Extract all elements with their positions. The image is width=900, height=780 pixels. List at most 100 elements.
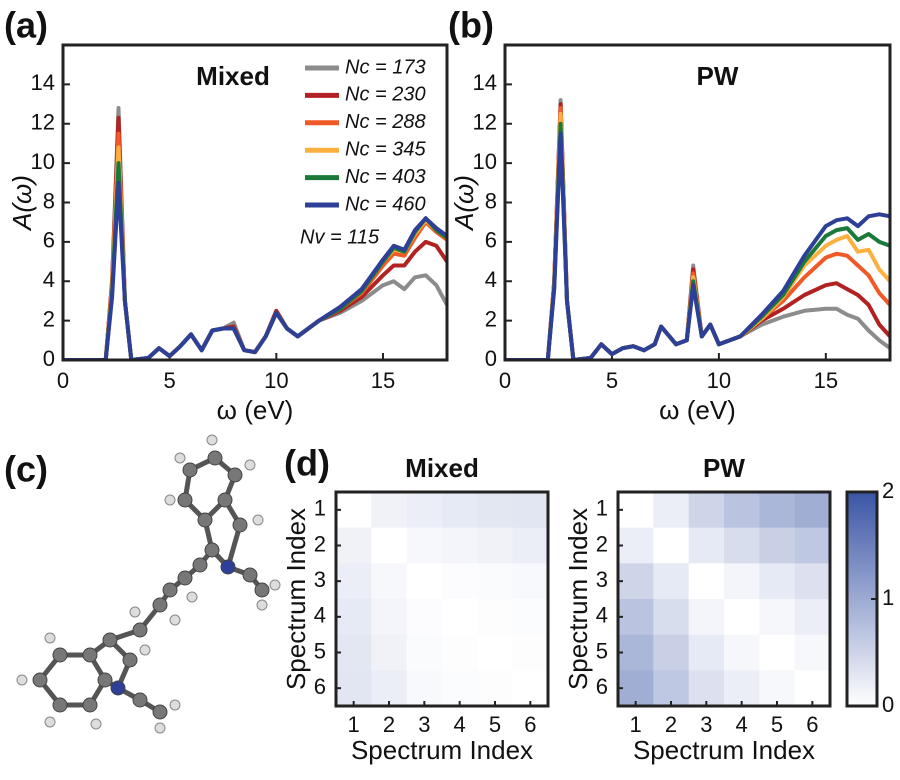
x-tick-label: 5 <box>489 712 501 737</box>
heatmap-cell <box>653 563 690 600</box>
legend-label: Nc = 403 <box>345 166 426 188</box>
heatmap-cell <box>336 599 372 636</box>
heatmap-cell <box>371 670 408 707</box>
heatmap-cell <box>406 670 443 707</box>
chart-title: PW <box>703 453 745 483</box>
heatmap-cell <box>371 599 408 636</box>
heatmap-cell <box>794 492 831 529</box>
y-tick-label: 3 <box>314 567 326 592</box>
x-tick-label: 0 <box>57 368 69 393</box>
y-tick-label: 12 <box>31 110 55 135</box>
y-axis-label: Spectrum Index <box>281 508 311 690</box>
heatmap-cell <box>512 527 549 564</box>
x-tick-label: 6 <box>524 712 536 737</box>
heatmap-cell <box>794 563 831 600</box>
y-tick-label: 4 <box>485 267 497 292</box>
y-tick-label: 5 <box>314 638 326 663</box>
y-axis-label: A(ω) <box>449 175 479 232</box>
annotation: Nv = 115 <box>300 226 380 248</box>
heatmap-cell <box>688 670 725 707</box>
heatmap-cell <box>442 563 478 600</box>
axes-frame <box>334 490 550 708</box>
heatmap-cell <box>477 670 514 707</box>
heatmap-cell <box>512 563 549 600</box>
colorbar-tick-label: 2 <box>882 478 894 503</box>
y-tick-label: 5 <box>596 638 608 663</box>
heatmap-cell <box>724 599 760 636</box>
heatmap-cell <box>618 599 654 636</box>
y-tick-label: 14 <box>473 70 497 95</box>
y-tick-label: 6 <box>43 228 55 253</box>
legend-label: Nc = 460 <box>345 193 426 215</box>
heatmap-cell <box>336 634 372 671</box>
heatmap-cell <box>618 670 654 707</box>
heatmap-cell <box>371 634 408 671</box>
y-tick-label: 2 <box>596 531 608 556</box>
heatmap-cell <box>688 527 725 564</box>
y-axis-label: A(ω) <box>7 175 37 232</box>
axes-frame <box>616 490 832 708</box>
heatmap-cell <box>477 563 514 600</box>
x-tick-label: 15 <box>371 368 395 393</box>
x-tick-label: 5 <box>164 368 176 393</box>
x-tick-label: 0 <box>499 368 511 393</box>
y-tick-label: 6 <box>314 674 326 699</box>
heatmap-cell <box>724 527 760 564</box>
x-tick-label: 6 <box>806 712 818 737</box>
heatmap-cell <box>336 527 372 564</box>
heatmap-cell <box>653 634 690 671</box>
molecule <box>16 434 281 734</box>
colorbar-tick-label: 0 <box>882 692 894 717</box>
panel-label: (a) <box>4 5 48 46</box>
x-axis-label: ω (eV) <box>659 395 736 425</box>
x-tick-label: 1 <box>348 712 360 737</box>
chart-title: Mixed <box>196 61 270 91</box>
y-tick-label: 4 <box>596 603 608 628</box>
x-tick-label: 5 <box>606 368 618 393</box>
y-tick-label: 2 <box>314 531 326 556</box>
y-tick-label: 0 <box>43 346 55 371</box>
legend-label: Nc = 345 <box>345 138 426 160</box>
heatmap-cell <box>759 563 796 600</box>
heatmap-cell <box>724 492 760 529</box>
y-tick-label: 8 <box>43 188 55 213</box>
y-tick-label: 10 <box>31 149 55 174</box>
x-tick-label: 10 <box>264 368 288 393</box>
heatmap-cell <box>336 563 372 600</box>
x-axis-label: Spectrum Index <box>633 735 815 765</box>
axes-frame <box>503 43 892 362</box>
x-tick-label: 3 <box>418 712 430 737</box>
chart-title: PW <box>697 61 739 91</box>
heatmap-cell <box>512 634 549 671</box>
y-axis-label: Spectrum Index <box>563 508 593 690</box>
heatmap-cell <box>512 492 549 529</box>
heatmap-cell <box>371 527 408 564</box>
heatmap-cell <box>336 492 372 529</box>
y-tick-label: 0 <box>485 346 497 371</box>
heatmap-cell <box>759 492 796 529</box>
x-tick-label: 2 <box>383 712 395 737</box>
heatmap-cell <box>336 670 372 707</box>
heatmap-cell <box>653 492 690 529</box>
heatmap-cell <box>724 670 760 707</box>
heatmap-cell <box>653 670 690 707</box>
heatmap-cell <box>618 527 654 564</box>
heatmap-cell <box>794 670 831 707</box>
panel-label: (c) <box>4 449 48 490</box>
series-line <box>63 180 447 360</box>
heatmap-cell <box>618 492 654 529</box>
heatmap-cell <box>442 527 478 564</box>
y-tick-label: 1 <box>314 496 326 521</box>
heatmap-cell <box>759 634 796 671</box>
y-tick-label: 4 <box>314 603 326 628</box>
heatmap-cell <box>371 492 408 529</box>
heatmap-cell <box>759 599 796 636</box>
heatmap-cell <box>442 634 478 671</box>
chart-title: Mixed <box>405 453 479 483</box>
heatmap-cell <box>406 634 443 671</box>
heatmap-cell <box>406 527 443 564</box>
y-tick-label: 3 <box>596 567 608 592</box>
heatmap-cell <box>688 492 725 529</box>
heatmap-cell <box>406 492 443 529</box>
